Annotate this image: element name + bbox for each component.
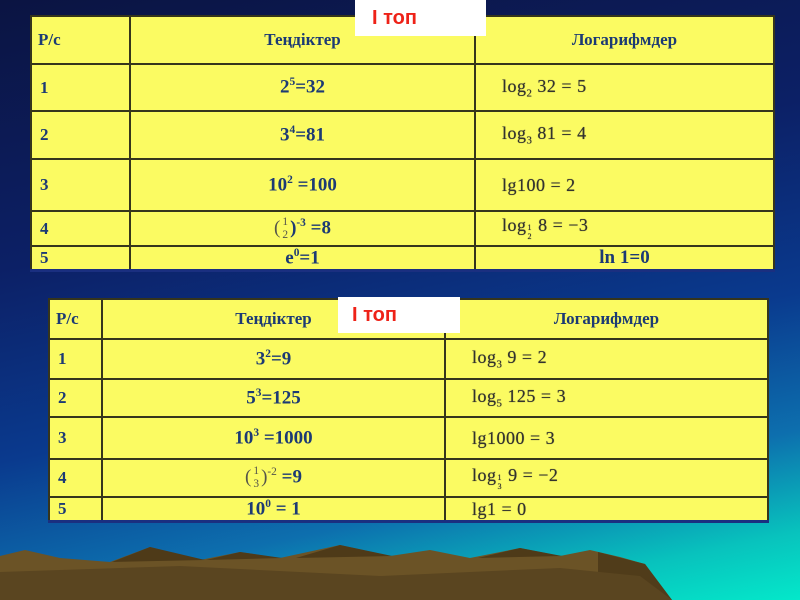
table-row: 4(1 2)-3 =8 log 1 2 8 = −3 (30, 210, 775, 247)
column-header: Р/с (48, 298, 103, 340)
logarithm-cell: ln 1=0 (474, 245, 775, 272)
table-row: 3 103 =1000 lg1000 = 3 (48, 416, 769, 460)
row-number-cell: 1 (48, 338, 103, 380)
header-row: Р/с Теңдіктер Логарифмдер (48, 298, 769, 340)
row-number-cell: 3 (48, 416, 103, 460)
row-number-cell: 5 (30, 245, 131, 272)
table-row: 2 53=125 log5 125 = 3 (48, 378, 769, 418)
logarithm-cell: lg1000 = 3 (444, 416, 769, 460)
equation-cell: 34=81 (129, 110, 476, 160)
equation-cell: 25=32 (129, 63, 476, 112)
equation-cell: (1 3)-2 =9 (101, 458, 446, 498)
column-header: Теңдіктер (129, 15, 476, 65)
row-number-cell: 1 (30, 63, 131, 112)
logarithm-cell: lg100 = 2 (474, 158, 775, 212)
table-row: 4(1 3)-2 =9 log 1 3 9 = −2 (48, 458, 769, 498)
table-row: 2 34=81 log3 81 = 4 (30, 110, 775, 160)
header-row: Р/с Теңдіктер Логарифмдер (30, 15, 775, 65)
equation-cell: (1 2)-3 =8 (129, 210, 476, 247)
table-row: 1 25=32 log2 32 = 5 (30, 63, 775, 112)
mountain-graphic (0, 545, 672, 600)
logarithm-cell: log2 32 = 5 (474, 63, 775, 112)
row-number-cell: 4 (30, 210, 131, 247)
equation-cell: 100 = 1 (101, 496, 446, 523)
equation-cell: e0=1 (129, 245, 476, 272)
table-row: 3 102 =100 lg100 = 2 (30, 158, 775, 212)
logarithm-table-group1: Р/с Теңдіктер Логарифмдер 1 25=32 log2 32 = 5… (30, 15, 775, 273)
logarithm-cell: lg1 = 0 (444, 496, 769, 523)
group-label-middle-text: І топ (352, 303, 397, 326)
column-header: Логарифмдер (474, 15, 775, 65)
equation-cell: 102 =100 (129, 158, 476, 212)
equation-cell: 103 =1000 (101, 416, 446, 460)
logarithm-cell: log5 125 = 3 (444, 378, 769, 418)
column-header: Р/с (30, 15, 131, 65)
row-number-cell: 3 (30, 158, 131, 212)
equation-cell: 32=9 (101, 338, 446, 380)
row-number-cell: 2 (48, 378, 103, 418)
group-label-middle: І топ (338, 297, 460, 333)
column-header: Логарифмдер (444, 298, 769, 340)
table-row: 5 e0=1 ln 1=0 (30, 245, 775, 272)
logarithm-cell: log 1 2 8 = −3 (474, 210, 775, 247)
logarithm-cell: log3 9 = 2 (444, 338, 769, 380)
group-label-top-text: І топ (372, 6, 417, 29)
row-number-cell: 5 (48, 496, 103, 523)
table-row: 5 100 = 1 lg1 = 0 (48, 496, 769, 523)
group-label-top: І топ (355, 0, 486, 36)
equation-cell: 53=125 (101, 378, 446, 418)
logarithm-cell: log3 81 = 4 (474, 110, 775, 160)
row-number-cell: 4 (48, 458, 103, 498)
logarithm-cell: log 1 3 9 = −2 (444, 458, 769, 498)
row-number-cell: 2 (30, 110, 131, 160)
equations-group-1: Р/с Теңдіктер Логарифмдер 1 25=32 log2 32 = 5… (30, 15, 775, 273)
table-row: 1 32=9 log3 9 = 2 (48, 338, 769, 380)
